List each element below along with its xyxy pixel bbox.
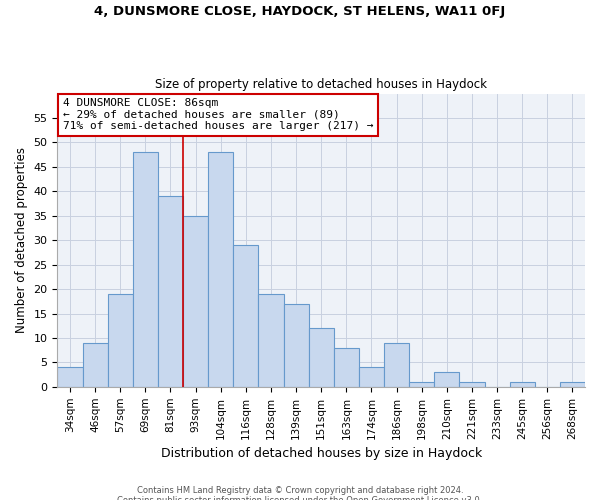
Bar [158, 196, 183, 387]
Bar [259, 294, 284, 387]
Bar [284, 304, 308, 387]
Bar [208, 152, 233, 387]
Bar [233, 245, 259, 387]
Title: Size of property relative to detached houses in Haydock: Size of property relative to detached ho… [155, 78, 487, 91]
Bar [133, 152, 158, 387]
Bar [58, 368, 83, 387]
Bar [107, 294, 133, 387]
Bar [308, 328, 334, 387]
Bar [460, 382, 485, 387]
Text: Contains public sector information licensed under the Open Government Licence v3: Contains public sector information licen… [118, 496, 482, 500]
Y-axis label: Number of detached properties: Number of detached properties [15, 147, 28, 333]
Bar [409, 382, 434, 387]
Text: 4, DUNSMORE CLOSE, HAYDOCK, ST HELENS, WA11 0FJ: 4, DUNSMORE CLOSE, HAYDOCK, ST HELENS, W… [94, 5, 506, 18]
Bar [509, 382, 535, 387]
Bar [434, 372, 460, 387]
Text: Contains HM Land Registry data © Crown copyright and database right 2024.: Contains HM Land Registry data © Crown c… [137, 486, 463, 495]
Bar [384, 343, 409, 387]
Bar [560, 382, 585, 387]
Bar [83, 343, 107, 387]
Bar [183, 216, 208, 387]
Text: 4 DUNSMORE CLOSE: 86sqm
← 29% of detached houses are smaller (89)
71% of semi-de: 4 DUNSMORE CLOSE: 86sqm ← 29% of detache… [62, 98, 373, 131]
Bar [334, 348, 359, 387]
X-axis label: Distribution of detached houses by size in Haydock: Distribution of detached houses by size … [161, 447, 482, 460]
Bar [359, 368, 384, 387]
